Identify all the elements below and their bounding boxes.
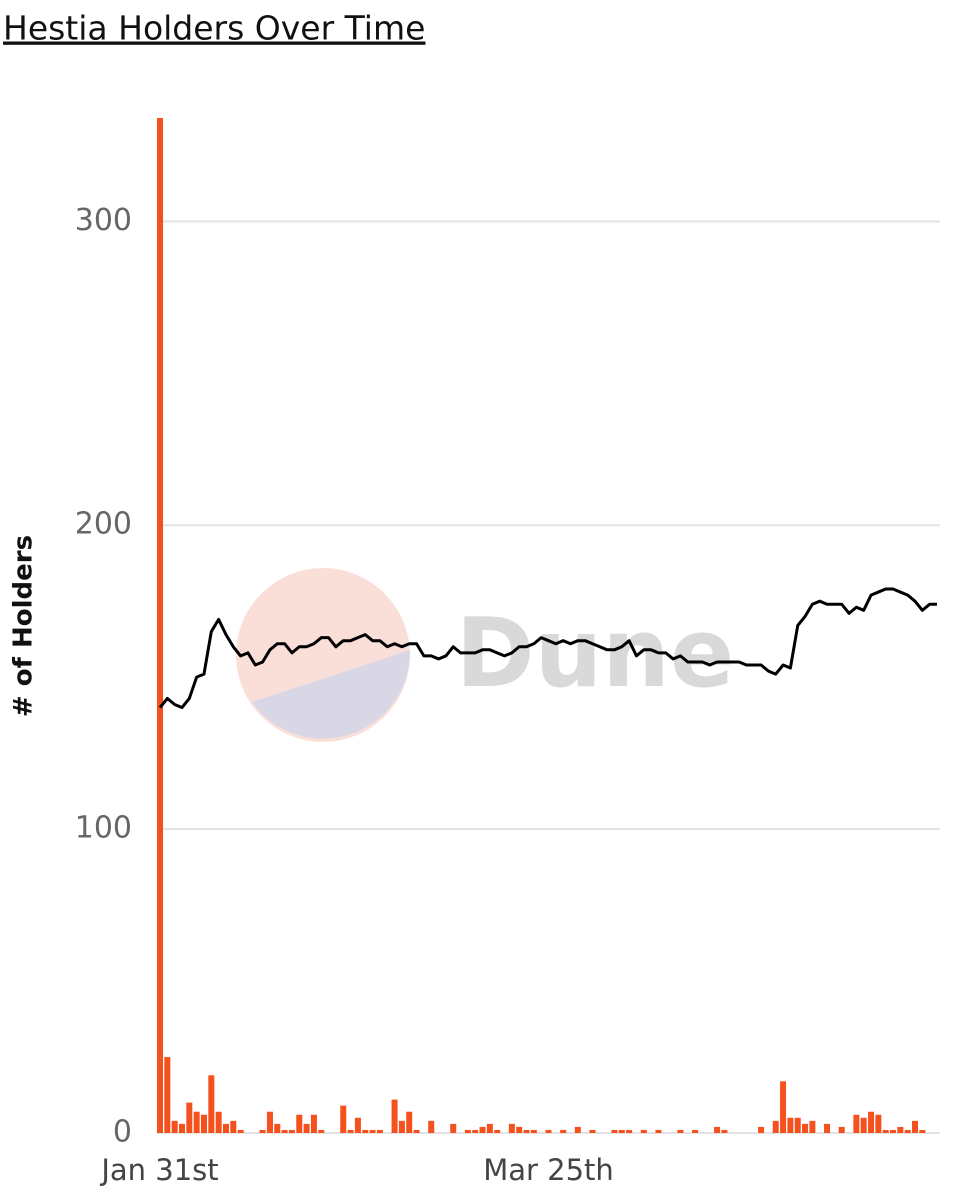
bar	[193, 1111, 200, 1133]
bar	[310, 1114, 317, 1133]
x-tick-label: Jan 31st	[99, 1153, 218, 1187]
bar	[802, 1123, 809, 1133]
bar	[787, 1117, 794, 1133]
bar	[494, 1129, 501, 1133]
y-tick-label: 0	[113, 1115, 132, 1150]
bar	[398, 1120, 405, 1133]
y-tick-label: 200	[75, 507, 132, 542]
bar	[897, 1126, 904, 1133]
bar	[215, 1111, 222, 1133]
bar	[428, 1120, 435, 1133]
bar	[890, 1129, 897, 1133]
bar	[545, 1129, 552, 1133]
bar	[318, 1129, 325, 1133]
bar	[208, 1075, 215, 1133]
bar	[450, 1123, 457, 1133]
bar	[721, 1129, 728, 1133]
bar	[178, 1123, 185, 1133]
y-tick-label: 300	[75, 203, 132, 238]
bar	[772, 1120, 779, 1133]
bar	[186, 1102, 193, 1133]
bar	[303, 1123, 310, 1133]
bar	[237, 1129, 244, 1133]
bar	[508, 1123, 515, 1133]
bar	[560, 1129, 567, 1133]
bar	[413, 1129, 420, 1133]
bar	[714, 1126, 721, 1133]
bar	[838, 1126, 845, 1133]
bar	[259, 1129, 266, 1133]
bar	[618, 1129, 625, 1133]
bar	[230, 1120, 237, 1133]
bar	[794, 1117, 801, 1133]
bar	[904, 1129, 911, 1133]
bar	[406, 1111, 413, 1133]
y-tick-label: 100	[75, 811, 132, 846]
x-tick-label: Mar 25th	[483, 1153, 614, 1187]
bar	[222, 1123, 229, 1133]
bar	[530, 1129, 537, 1133]
bar	[391, 1099, 398, 1133]
bar	[640, 1129, 647, 1133]
bar	[589, 1129, 596, 1133]
bar	[626, 1129, 633, 1133]
bar	[296, 1114, 303, 1133]
bar	[266, 1111, 273, 1133]
line	[158, 587, 937, 710]
bar	[758, 1126, 765, 1133]
bar	[860, 1117, 867, 1133]
bar	[516, 1126, 523, 1133]
watermark-logo-half	[252, 650, 411, 739]
bar	[164, 1057, 171, 1133]
bar	[274, 1123, 281, 1133]
bar	[354, 1117, 361, 1133]
bar	[809, 1120, 816, 1133]
bar	[692, 1129, 699, 1133]
bar	[171, 1120, 178, 1133]
bar	[347, 1129, 354, 1133]
bar	[611, 1129, 618, 1133]
bar	[868, 1111, 875, 1133]
bar	[882, 1129, 889, 1133]
bar	[376, 1129, 383, 1133]
bar	[157, 118, 163, 1133]
bar	[464, 1129, 471, 1133]
bar	[655, 1129, 662, 1133]
bar	[479, 1126, 486, 1133]
bar	[853, 1114, 860, 1133]
bar	[912, 1120, 919, 1133]
bar	[369, 1129, 376, 1133]
y-axis-label: # of Holders	[9, 535, 39, 717]
bar	[523, 1129, 530, 1133]
bar	[486, 1123, 493, 1133]
bar	[824, 1123, 831, 1133]
bar	[574, 1126, 581, 1133]
bar	[281, 1129, 288, 1133]
bar	[362, 1129, 369, 1133]
bar	[919, 1129, 926, 1133]
bar	[472, 1129, 479, 1133]
bar	[677, 1129, 684, 1133]
bar	[875, 1114, 882, 1133]
bar	[340, 1105, 347, 1133]
bar	[780, 1081, 787, 1133]
bar	[288, 1129, 295, 1133]
bar	[200, 1114, 207, 1133]
chart-title: Hestia Holders Over Time	[3, 9, 425, 48]
